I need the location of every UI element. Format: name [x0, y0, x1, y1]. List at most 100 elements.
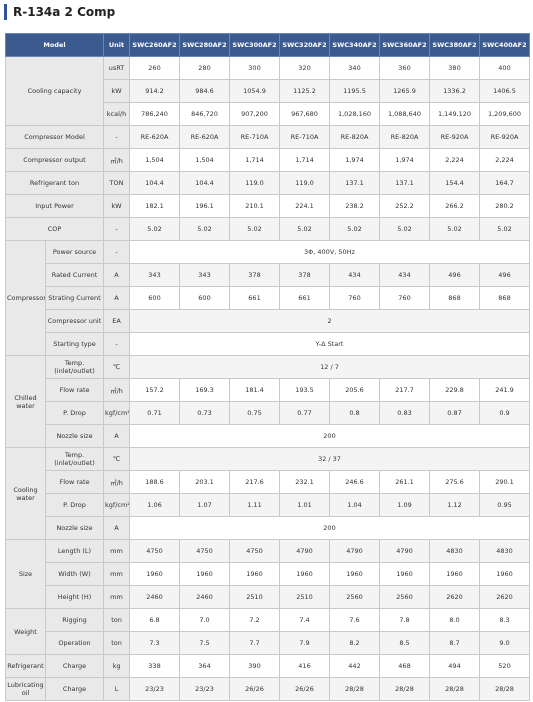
value-cell: 9.0: [479, 631, 531, 655]
table-row: Chilled water Temp.(inlet/outlet) ℃ 12 / 7: [5, 355, 531, 448]
value-cell: 0.71: [129, 401, 181, 425]
value-cell: 5.02: [429, 217, 481, 241]
table-row: Height (H) mm 2460 2460 2510 2510 2560 2560 2620…: [6, 585, 531, 609]
row-label: Charge: [44, 654, 105, 678]
value-cell: 1960: [229, 562, 281, 586]
table-row: P. Drop kgf/cm² 0.71 0.73 0.75 0.77 0.8 0.83 0.8…: [6, 401, 531, 425]
value-cell: 1.09: [379, 493, 431, 517]
value-cell: RE-710A: [229, 125, 281, 149]
value-cell: 1,209,600: [479, 102, 531, 126]
row-unit: kgf/cm²: [103, 493, 131, 517]
value-cell: 338: [129, 654, 181, 678]
group-label: Size: [5, 539, 46, 609]
table-row: Size Length (L) mm 4750 4750 4750 4790 4790 4790…: [5, 539, 531, 609]
value-cell: 2510: [279, 585, 331, 609]
value-cell: 0.8: [329, 401, 381, 425]
row-label: Nozzle size: [44, 516, 105, 540]
value-cell: 343: [179, 263, 231, 287]
value-cell: 1265.9: [379, 79, 431, 103]
value-cell: 5.02: [229, 217, 281, 241]
value-cell: 181.4: [229, 378, 281, 402]
table-row: P. Drop kgf/cm² 1.06 1.07 1.11 1.01 1.04 1.09 1.…: [6, 493, 531, 517]
page-title: R-134a 2 Comp: [4, 4, 115, 20]
value-cell: 378: [229, 263, 281, 287]
value-cell: 7.2: [229, 608, 281, 632]
value-cell: 343: [129, 263, 181, 287]
value-cell: 28/28: [379, 677, 431, 701]
row-unit: kcal/h: [103, 102, 131, 126]
table-row: Flow rate ㎥/h 157.2 169.3 181.4 193.5 205.6 217…: [6, 378, 531, 402]
value-cell: 1,504: [129, 148, 181, 172]
value-cell: 661: [279, 286, 331, 310]
table-row: Starting type - Y-Δ Start: [6, 332, 531, 356]
value-cell: 188.6: [129, 470, 181, 494]
row-unit: EA: [103, 309, 131, 333]
table-row: Strating Current A 600 600 661 661 760 760 868 86…: [6, 286, 531, 310]
value-cell: 1.01: [279, 493, 331, 517]
value-cell: 7.9: [279, 631, 331, 655]
row-unit: ㎥/h: [103, 148, 131, 172]
row-unit: -: [103, 217, 131, 241]
row-unit: ton: [103, 631, 131, 655]
value-cell: 760: [329, 286, 381, 310]
table-row: Operation ton 7.3 7.5 7.7 7.9 8.2 8.5 8.7 9.0: [6, 631, 531, 655]
table-row: Compressor unit EA 2: [6, 309, 531, 333]
value-cell: 4790: [279, 539, 331, 563]
table-row: Compressor Model - RE-620A RE-620A RE-710A RE…: [4, 125, 531, 149]
row-unit: A: [103, 263, 131, 287]
value-cell: 868: [429, 286, 481, 310]
value-cell: 320: [279, 56, 331, 80]
value-cell: 5.02: [479, 217, 531, 241]
value-cell: 468: [379, 654, 431, 678]
header-model-name: SWC380AF2: [429, 33, 481, 57]
group-label: Compressor: [5, 240, 46, 356]
value-cell: 2620: [429, 585, 481, 609]
value-cell: 203.1: [179, 470, 231, 494]
value-cell: 7.5: [179, 631, 231, 655]
value-cell: RE-920A: [479, 125, 531, 149]
value-cell: 229.8: [429, 378, 481, 402]
row-unit: -: [103, 240, 131, 264]
value-cell: 4830: [429, 539, 481, 563]
value-cell: 2460: [179, 585, 231, 609]
merged-value-cell: Y-Δ Start: [129, 332, 531, 356]
row-unit: A: [103, 424, 131, 448]
value-cell: 434: [329, 263, 381, 287]
row-label: Rated Current: [44, 263, 105, 287]
value-cell: 416: [279, 654, 331, 678]
value-cell: 8.2: [329, 631, 381, 655]
header-unit: Unit: [103, 33, 131, 57]
value-cell: 1960: [479, 562, 531, 586]
value-cell: 8.0: [429, 608, 481, 632]
value-cell: 1960: [379, 562, 431, 586]
table-row: Flow rate ㎥/h 188.6 203.1 217.6 232.1 246.6 261…: [6, 470, 531, 494]
value-cell: 290.1: [479, 470, 531, 494]
value-cell: 390: [229, 654, 281, 678]
row-unit: TON: [103, 171, 131, 195]
value-cell: 241.9: [479, 378, 531, 402]
value-cell: 26/26: [229, 677, 281, 701]
value-cell: 661: [229, 286, 281, 310]
table-row: Compressor output ㎥/h 1,504 1,504 1,714 1,714…: [4, 148, 531, 172]
value-cell: 1,504: [179, 148, 231, 172]
header-model-name: SWC400AF2: [479, 33, 531, 57]
group-label: Cooling water: [5, 447, 46, 540]
value-cell: 760: [379, 286, 431, 310]
value-cell: 260: [129, 56, 181, 80]
value-cell: 137.1: [329, 171, 381, 195]
value-cell: 205.6: [329, 378, 381, 402]
value-cell: RE-820A: [379, 125, 431, 149]
value-cell: 1960: [329, 562, 381, 586]
row-label: P. Drop: [44, 401, 105, 425]
value-cell: 984.6: [179, 79, 231, 103]
table-row: COP -5.02 5.02 5.02 5.02 5.02 5.02 5.02 5.02: [4, 217, 531, 241]
value-cell: 266.2: [429, 194, 481, 218]
value-cell: 154.4: [429, 171, 481, 195]
value-cell: 232.1: [279, 470, 331, 494]
table-row: Nozzle size A 200: [6, 516, 531, 540]
row-label: Flow rate: [44, 470, 105, 494]
row-label: Temp.(inlet/outlet): [44, 447, 105, 471]
header-model-name: SWC320AF2: [279, 33, 331, 57]
row-label: Input Power: [4, 194, 105, 218]
value-cell: 846,720: [179, 102, 231, 126]
